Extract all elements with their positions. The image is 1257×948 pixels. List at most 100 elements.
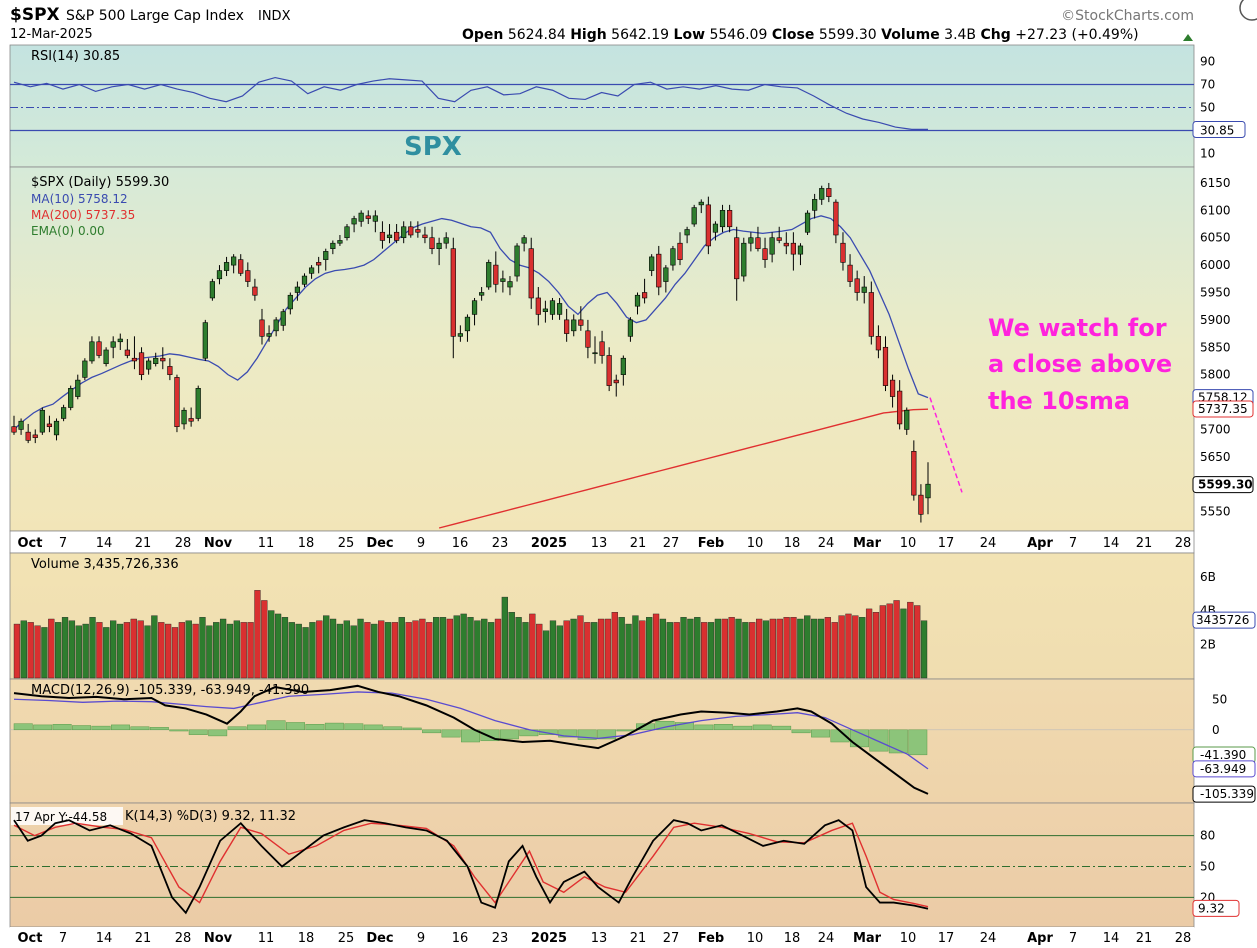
x-tick-label: 17 bbox=[938, 536, 955, 551]
candle-body bbox=[613, 379, 619, 384]
open-value: 5624.84 bbox=[508, 27, 566, 43]
candle-body bbox=[500, 278, 506, 282]
macd-histogram-bar bbox=[888, 729, 908, 754]
volume-bar bbox=[529, 613, 536, 679]
candle-body bbox=[925, 483, 931, 499]
macd-histogram-bar bbox=[72, 725, 92, 731]
volume-value: 3.4B bbox=[944, 27, 976, 43]
volume-bar bbox=[130, 618, 137, 679]
x-tick-label: 28 bbox=[175, 536, 192, 551]
volume-last-label: 3435726 bbox=[1196, 613, 1249, 627]
candle-body bbox=[571, 319, 577, 332]
volume-bar bbox=[494, 618, 502, 679]
candle-body bbox=[578, 319, 584, 326]
volume-bar bbox=[123, 622, 131, 679]
candle-body bbox=[585, 330, 591, 348]
volume-bar bbox=[460, 613, 467, 679]
macd-histogram-bar bbox=[422, 729, 442, 734]
price-badge bbox=[1192, 476, 1254, 494]
candle-body bbox=[868, 292, 874, 337]
x-tick-label: 18 bbox=[298, 536, 315, 551]
volume-bar bbox=[694, 617, 701, 679]
macd-histogram-bar bbox=[266, 720, 286, 731]
candle-body bbox=[422, 234, 428, 239]
price-tick-label: 6000 bbox=[1200, 258, 1231, 272]
volume-bar bbox=[879, 605, 886, 679]
volume-bar bbox=[426, 622, 433, 679]
candle-body bbox=[223, 262, 230, 271]
volume-bar bbox=[632, 615, 639, 679]
x-tick-label: 10 bbox=[900, 931, 917, 946]
volume-bar bbox=[831, 622, 838, 679]
candle-body bbox=[592, 352, 598, 355]
stochastic-panel bbox=[9, 802, 1195, 928]
volume-bar bbox=[790, 617, 797, 679]
macd-histogram-bar bbox=[597, 729, 617, 740]
candle-body bbox=[776, 237, 782, 241]
symbol: $SPX bbox=[10, 5, 60, 25]
volume-bar bbox=[378, 620, 385, 679]
volume-bar bbox=[137, 620, 144, 679]
candle-body bbox=[18, 420, 24, 430]
macd-histogram-bar bbox=[402, 727, 422, 731]
volume-bar bbox=[433, 617, 440, 679]
candle-body bbox=[337, 240, 343, 244]
candle-body bbox=[712, 223, 719, 233]
candle-body bbox=[528, 248, 534, 299]
candle-body bbox=[521, 237, 527, 244]
volume-bar bbox=[721, 618, 728, 679]
volume-bar bbox=[817, 618, 825, 679]
volume-bar bbox=[343, 620, 350, 679]
macd-histogram-bar bbox=[558, 729, 578, 738]
rsi-last-badge bbox=[1192, 121, 1246, 138]
volume-bar bbox=[625, 623, 632, 679]
x-tick-label: Nov bbox=[204, 931, 233, 946]
candle-body bbox=[394, 231, 400, 241]
macd-histogram-bar bbox=[227, 726, 247, 731]
candle-body bbox=[124, 349, 130, 356]
x-tick-label: 7 bbox=[1069, 931, 1077, 946]
price-title: $SPX (Daily) 5599.30 bbox=[31, 175, 169, 190]
macd-histogram-bar bbox=[636, 723, 655, 731]
plot-layer bbox=[10, 76, 1194, 915]
macd-histogram-bar bbox=[869, 729, 889, 752]
macd-histogram-bar bbox=[616, 729, 636, 732]
candle-body bbox=[46, 423, 53, 427]
x-tick-label: Mar bbox=[853, 931, 882, 946]
macd-histogram-bar bbox=[908, 729, 928, 756]
volume-bar bbox=[13, 623, 21, 679]
candle-body bbox=[386, 234, 393, 239]
high-label: High bbox=[570, 27, 607, 43]
volume-bar bbox=[41, 627, 48, 679]
candle-body bbox=[486, 262, 492, 288]
volume-bar bbox=[75, 625, 82, 679]
candle-body bbox=[783, 242, 789, 247]
volume-bar bbox=[646, 617, 653, 679]
volume-bar bbox=[714, 618, 722, 679]
high-value: 5642.19 bbox=[611, 27, 669, 43]
rsi-panel bbox=[9, 44, 1195, 168]
candle-body bbox=[39, 409, 45, 433]
candle-body bbox=[606, 355, 612, 386]
volume-bar bbox=[522, 622, 529, 679]
candle-body bbox=[110, 341, 116, 348]
volume-bar bbox=[687, 618, 694, 679]
volume-bar bbox=[261, 600, 268, 679]
x-tick-label: 21 bbox=[630, 536, 647, 551]
candle-body bbox=[479, 292, 485, 296]
sto-last-badge bbox=[1192, 899, 1240, 917]
candle-body bbox=[634, 294, 641, 307]
x-tick-label: 9 bbox=[417, 931, 425, 946]
x-tick-label: 11 bbox=[258, 536, 275, 551]
candle-body bbox=[25, 431, 31, 441]
volume-bar bbox=[845, 613, 852, 679]
volume-bar bbox=[384, 622, 392, 679]
volume-bar bbox=[55, 622, 62, 679]
price-tick-label: 5900 bbox=[1200, 313, 1231, 327]
x-tick-label: 7 bbox=[59, 931, 67, 946]
volume-bar bbox=[914, 605, 921, 679]
volume-bar bbox=[859, 617, 866, 679]
volume-bar bbox=[178, 622, 186, 679]
corner-icon[interactable] bbox=[1239, 0, 1257, 21]
x-tick-label: 25 bbox=[338, 931, 355, 946]
